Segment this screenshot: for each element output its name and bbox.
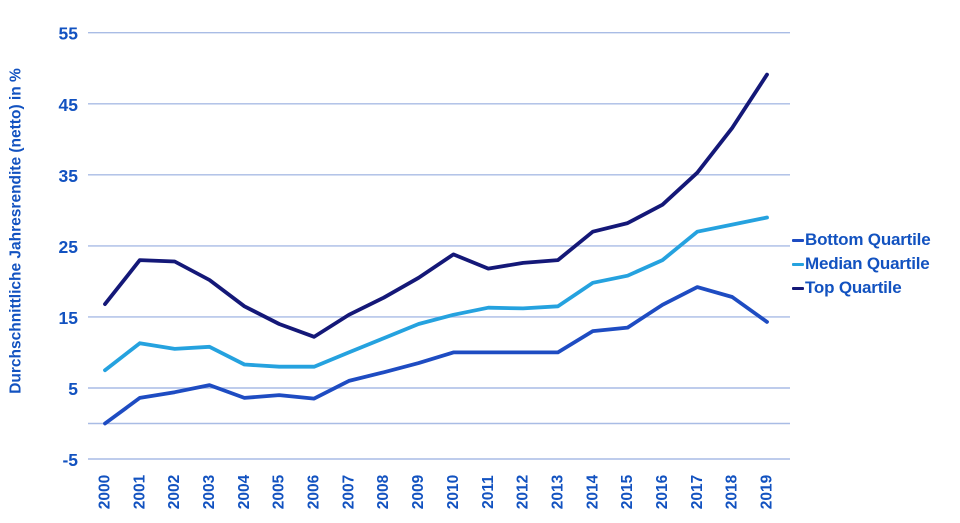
y-axis-tick-labels: 55 45 35 25 15 5 -5 (59, 24, 79, 470)
y-tick-label: 15 (59, 308, 79, 328)
x-tick-label: 2013 (549, 474, 566, 509)
y-tick-label: 25 (59, 237, 79, 257)
x-tick-label: 2002 (166, 475, 183, 509)
series-lines (103, 72, 769, 426)
series-line-median-quartile (103, 215, 769, 373)
y-tick-label: 5 (68, 379, 78, 399)
x-tick-label: 2016 (654, 474, 671, 509)
x-tick-label: 2006 (306, 474, 323, 509)
x-tick-label: 2017 (689, 475, 706, 509)
x-tick-label: 2015 (619, 474, 636, 509)
x-tick-label: 2007 (340, 475, 357, 509)
legend-label: Top Quartile (805, 278, 902, 297)
legend-label: Median Quartile (805, 254, 930, 273)
x-tick-label: 2004 (236, 474, 253, 509)
legend: Bottom Quartile Median Quartile Top Quar… (792, 228, 931, 300)
series-line-top-quartile (103, 72, 769, 339)
x-tick-label: 2011 (480, 475, 497, 509)
series-line-bottom-quartile (103, 285, 769, 426)
x-tick-label: 2008 (375, 474, 392, 509)
x-tick-label: 2014 (584, 474, 601, 509)
x-tick-label: 2005 (271, 474, 288, 509)
x-tick-label: 2019 (759, 474, 776, 509)
x-tick-label: 2010 (445, 475, 462, 509)
x-tick-label: 2018 (724, 474, 741, 509)
legend-item-bottom-quartile: Bottom Quartile (792, 228, 931, 252)
y-tick-label: 45 (59, 95, 79, 115)
y-tick-label: 55 (59, 24, 79, 44)
legend-item-median-quartile: Median Quartile (792, 252, 930, 276)
gridlines (88, 32, 790, 460)
legend-item-top-quartile: Top Quartile (792, 276, 930, 300)
legend-label: Bottom Quartile (805, 230, 931, 249)
x-tick-label: 2012 (515, 475, 532, 509)
legend-dash-icon (792, 286, 804, 290)
x-tick-label: 2003 (201, 474, 218, 509)
y-axis-title: Durchschnittliche Jahresrendite (netto) … (8, 68, 25, 394)
x-axis-tick-labels: 2000 2001 2002 2003 2004 2005 2006 2007 2008 2009… (97, 474, 776, 509)
legend-dash-icon (792, 262, 804, 266)
legend-dash-icon (792, 238, 804, 242)
x-tick-label: 2001 (131, 474, 148, 509)
x-tick-label: 2000 (97, 475, 114, 509)
y-tick-label: -5 (62, 450, 78, 470)
x-tick-label: 2009 (410, 474, 427, 509)
y-tick-label: 35 (59, 166, 79, 186)
